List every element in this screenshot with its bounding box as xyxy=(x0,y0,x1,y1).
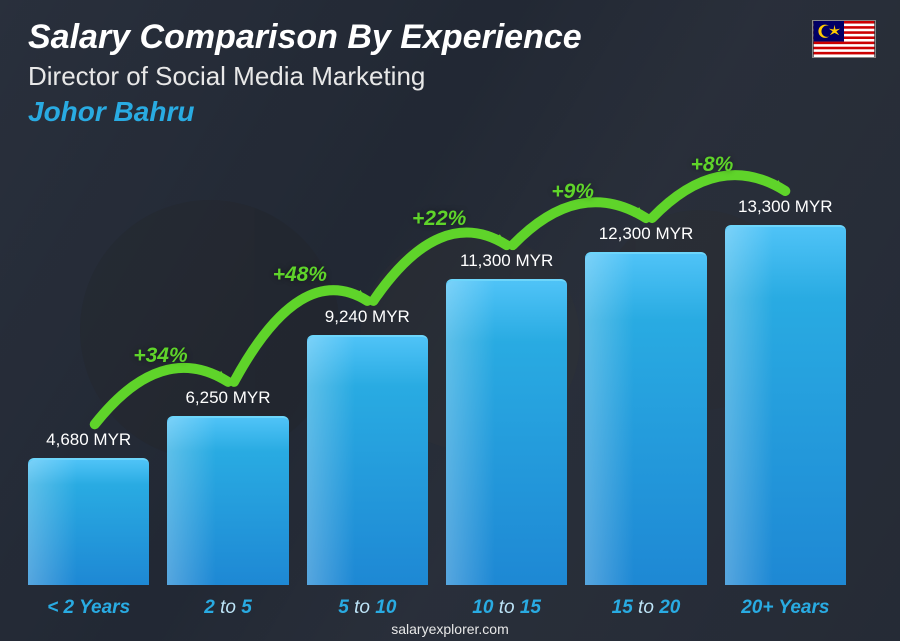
growth-arrow-icon xyxy=(0,0,900,641)
growth-percent-label: +34% xyxy=(133,344,187,368)
growth-percent-label: +22% xyxy=(412,207,466,231)
growth-percent-label: +8% xyxy=(691,153,734,177)
growth-percent-label: +48% xyxy=(273,263,327,287)
growth-percent-label: +9% xyxy=(551,180,594,204)
